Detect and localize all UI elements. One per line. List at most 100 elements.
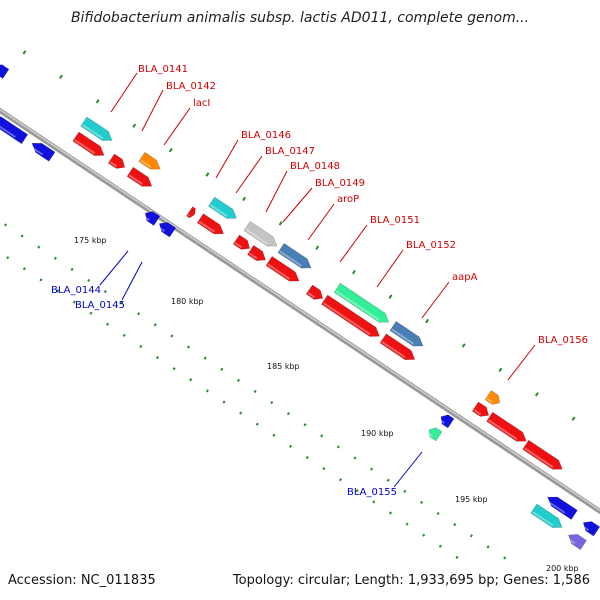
gene-feature-bla-0151[interactable] xyxy=(321,294,380,337)
gene-label-bla-0145[interactable]: BLA_0145 xyxy=(75,300,125,311)
gene-feature-bla-0152[interactable] xyxy=(379,333,416,361)
gene-feature-bla-0146[interactable] xyxy=(196,213,225,235)
tick-mark-outer xyxy=(498,367,503,373)
forward-label-leader xyxy=(141,89,164,132)
gene-feature-bla-0156b[interactable] xyxy=(486,411,527,442)
gene-label-bla-0151[interactable]: BLA_0151 xyxy=(370,215,420,226)
gene-feature-orange-2[interactable] xyxy=(484,390,501,405)
tick-mark-inner-minor xyxy=(106,322,110,326)
gene-feature-bla-0156a[interactable] xyxy=(471,401,490,417)
tick-mark-outer xyxy=(571,416,576,421)
gene-label-arop[interactable]: aroP xyxy=(337,194,359,205)
genome-backbone-highlight xyxy=(0,108,600,512)
gene-feature-orange-1[interactable] xyxy=(138,151,161,170)
tick-mark-inner-minor xyxy=(6,256,10,260)
gene-feature-blue-4[interactable] xyxy=(440,414,455,429)
gene-feature-blue-2[interactable] xyxy=(31,142,56,162)
gene-feature-bla-0146-shine xyxy=(198,220,215,233)
gene-feature-bla-0156c[interactable] xyxy=(522,439,563,470)
tick-mark-inner-minor xyxy=(403,489,407,493)
gene-feature-bla-0148[interactable] xyxy=(247,244,266,261)
tick-mark-inner-minor xyxy=(486,545,490,549)
gene-feature-cyan-3[interactable] xyxy=(530,503,563,528)
tick-mark-inner-minor xyxy=(436,511,440,516)
tick-mark-inner-minor xyxy=(137,312,141,316)
gene-feature-bla-0152-shine xyxy=(381,341,406,359)
genome-title: Bifidobacterium animalis subsp. lactis A… xyxy=(70,10,530,26)
reverse-gene-labels: BLA_0144 BLA_0145 BLA_0155 xyxy=(51,285,397,498)
gene-feature-cyan-1[interactable] xyxy=(80,116,113,141)
tick-mark-inner-minor xyxy=(419,500,424,505)
tick-mark-inner-minor xyxy=(272,433,276,437)
tick-mark-inner-minor xyxy=(253,389,257,394)
tick-mark-inner-minor xyxy=(122,333,126,337)
gene-feature-cyan-3-shine xyxy=(532,511,554,527)
gene-feature-orange-1-shine xyxy=(140,159,152,168)
gene-label-bla-0141[interactable]: BLA_0141 xyxy=(138,64,188,75)
gene-label-bla-0148[interactable]: BLA_0148 xyxy=(290,161,340,172)
gene-feature-bla-0145[interactable] xyxy=(158,222,177,238)
gene-label-laci[interactable]: lacI xyxy=(193,98,210,109)
tick-mark-outer xyxy=(461,343,466,348)
tick-mark-inner-minor xyxy=(303,423,307,427)
gene-feature-blue-5[interactable] xyxy=(547,496,578,520)
gene-feature-orange-2-shine xyxy=(486,397,493,403)
gene-feature-small-red-shine xyxy=(187,214,191,217)
forward-label-leader xyxy=(307,203,335,241)
tick-mark-inner-minor xyxy=(187,345,191,349)
gene-feature-laci[interactable] xyxy=(126,166,153,187)
gene-feature-bla-0147[interactable] xyxy=(232,234,251,250)
gene-feature-blue-6[interactable] xyxy=(582,521,600,537)
forward-label-leader xyxy=(339,224,368,263)
gene-feature-bla-0144[interactable] xyxy=(144,211,161,226)
gene-feature-small-red[interactable] xyxy=(186,206,196,219)
tick-mark-outer xyxy=(351,269,356,275)
gene-label-aapa[interactable]: aapA xyxy=(452,272,478,283)
scale-label-195kbp: 195 kbp xyxy=(455,495,488,504)
gene-label-bla-0155[interactable]: BLA_0155 xyxy=(347,487,397,498)
gene-feature-blue-3[interactable] xyxy=(0,64,10,79)
tick-mark-inner-minor xyxy=(89,311,93,315)
gene-feature-purple-1[interactable] xyxy=(568,534,587,551)
gene-feature-cyan-2[interactable] xyxy=(208,196,237,219)
gene-feature-steelblue-2[interactable] xyxy=(389,320,424,347)
gene-label-bla-0147[interactable]: BLA_0147 xyxy=(265,146,315,157)
tick-mark-outer xyxy=(22,50,27,55)
tick-mark-inner-minor xyxy=(155,355,159,360)
forward-label-leader xyxy=(110,72,138,113)
gene-label-bla-0152[interactable]: BLA_0152 xyxy=(406,240,456,251)
tick-mark-outer xyxy=(59,74,63,80)
tick-mark-inner-minor xyxy=(455,555,459,559)
gene-feature-bla-0156c-shine xyxy=(524,447,554,468)
reverse-label-leader xyxy=(393,451,423,488)
gene-feature-steelblue-2-shine xyxy=(391,328,415,345)
gene-feature-laci-shine xyxy=(128,174,143,185)
gene-feature-arop-shine xyxy=(307,292,316,299)
gene-feature-bla-0141[interactable] xyxy=(72,131,105,156)
gene-label-bla-0156[interactable]: BLA_0156 xyxy=(538,335,588,346)
gene-feature-cyan-2-shine xyxy=(209,204,228,218)
tick-mark-outer xyxy=(242,196,246,202)
gene-feature-purple-1-shine xyxy=(566,537,576,545)
gene-feature-mint-1-shine xyxy=(335,290,380,321)
gene-label-bla-0144[interactable]: BLA_0144 xyxy=(51,285,101,296)
gene-feature-bla-0149[interactable] xyxy=(265,255,300,282)
gene-feature-steelblue-1[interactable] xyxy=(277,242,312,269)
tick-mark-outer xyxy=(534,392,539,397)
gene-feature-blue-1[interactable] xyxy=(0,116,29,145)
gene-feature-bla-0142[interactable] xyxy=(107,153,126,169)
gene-label-bla-0142[interactable]: BLA_0142 xyxy=(166,81,216,92)
gene-feature-gray-1[interactable] xyxy=(243,220,278,247)
tick-mark-inner-minor xyxy=(388,511,392,515)
gene-label-bla-0149[interactable]: BLA_0149 xyxy=(315,178,365,189)
gene-feature-arop[interactable] xyxy=(305,284,324,300)
gene-feature-bla-0155[interactable] xyxy=(428,427,443,442)
tick-mark-outer xyxy=(388,294,393,299)
tick-mark-outer xyxy=(132,123,137,128)
gene-feature-cyan-1-shine xyxy=(82,124,104,140)
tick-mark-inner-minor xyxy=(438,544,442,548)
gene-label-bla-0146[interactable]: BLA_0146 xyxy=(241,130,291,141)
gene-feature-mint-1[interactable] xyxy=(333,282,390,323)
tick-mark-inner-minor xyxy=(37,245,41,249)
